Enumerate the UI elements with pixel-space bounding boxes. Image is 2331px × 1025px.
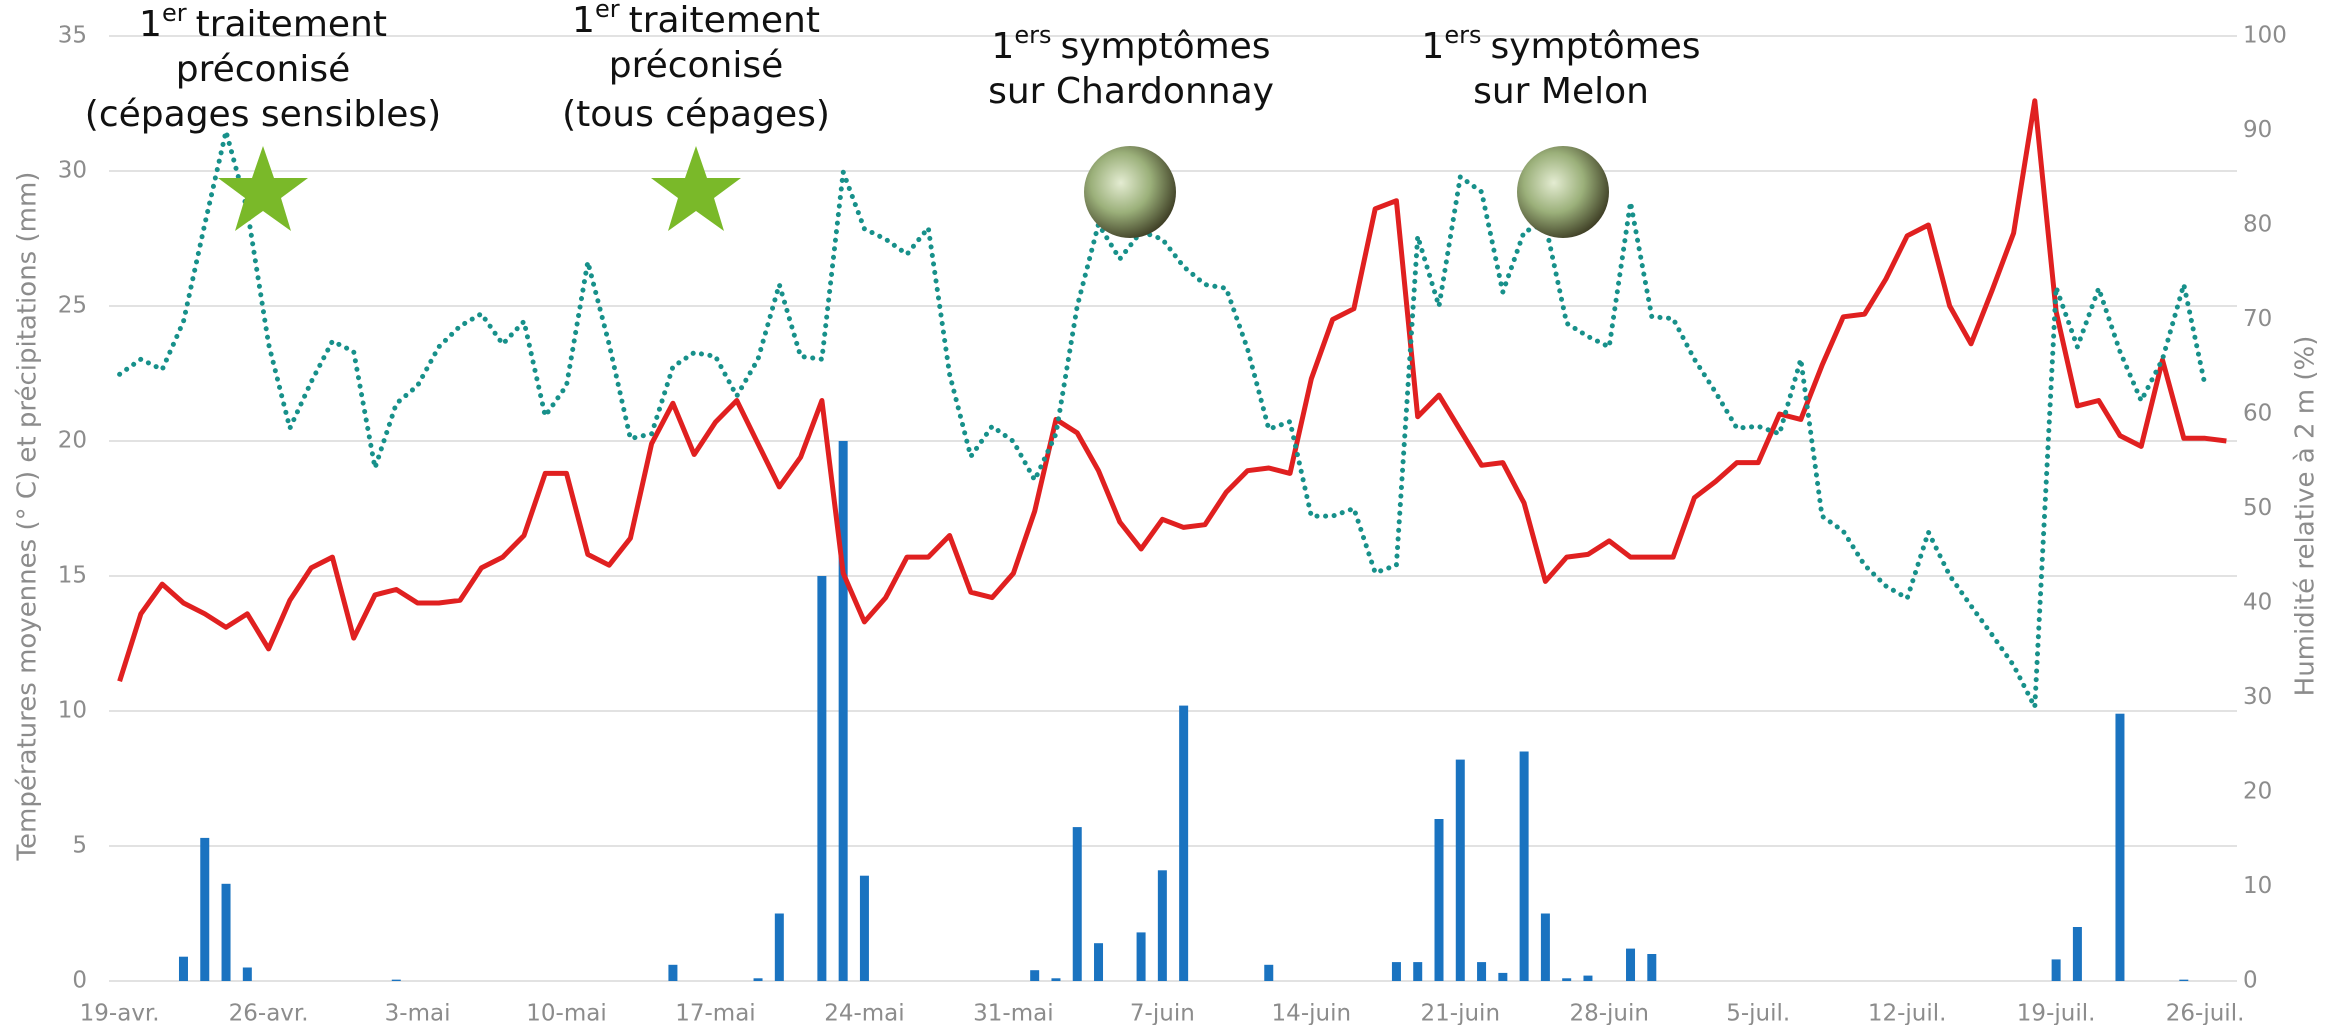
- bar: [817, 576, 826, 981]
- x-tick-label: 7-juin: [1130, 1001, 1195, 1025]
- y2-tick-label: 50: [2243, 495, 2272, 521]
- y2-tick-label: 0: [2243, 968, 2258, 994]
- bar: [1073, 827, 1082, 981]
- annotation: 1er traitement: [572, 0, 820, 41]
- x-tick-label: 26-avr.: [229, 1001, 309, 1025]
- y-tick-label: 0: [72, 968, 87, 994]
- x-tick-label: 26-juil.: [2166, 1001, 2245, 1025]
- bar: [1435, 819, 1444, 981]
- annotation-superscript: er: [595, 0, 620, 23]
- bar: [839, 441, 848, 981]
- y2-tick-label: 80: [2243, 212, 2272, 238]
- y-axis-title: Températures moyennes (° C) et précipita…: [13, 172, 43, 862]
- y-tick-label: 20: [58, 428, 87, 454]
- annotation-number: 1: [139, 4, 162, 45]
- y2-tick-label: 100: [2243, 23, 2287, 49]
- y2-tick-label: 30: [2243, 684, 2272, 710]
- bar: [2073, 927, 2082, 981]
- grape-icon: [1084, 146, 1176, 238]
- annotation: 1ers symptômes: [991, 21, 1270, 67]
- y-tick-label: 35: [58, 23, 87, 49]
- y-tick-label: 30: [58, 158, 87, 184]
- bar: [1392, 962, 1401, 981]
- x-tick-label: 21-juin: [1421, 1001, 1501, 1025]
- y-tick-label: 15: [58, 563, 87, 589]
- bar: [860, 876, 869, 981]
- bar: [2115, 714, 2124, 981]
- grape-icon: [1517, 146, 1609, 238]
- bar: [1158, 870, 1167, 981]
- bar: [1094, 943, 1103, 981]
- bar: [392, 980, 401, 981]
- annotation: sur Melon: [1473, 71, 1649, 112]
- star-icon: [651, 146, 741, 231]
- bar: [668, 965, 677, 981]
- bar: [2052, 959, 2061, 981]
- y-tick-label: 5: [72, 833, 87, 859]
- bar: [200, 838, 209, 981]
- bar: [775, 914, 784, 982]
- y2-tick-label: 60: [2243, 401, 2272, 427]
- bar: [1030, 970, 1039, 981]
- x-tick-label: 28-juin: [1569, 1001, 1649, 1025]
- annotation: préconisé: [176, 49, 351, 90]
- annotation: 1ers symptômes: [1421, 21, 1700, 67]
- y2-axis-title: Humidité relative à 2 m (%): [2291, 336, 2321, 697]
- bar: [1626, 949, 1635, 981]
- x-tick-label: 31-mai: [973, 1001, 1053, 1025]
- annotation-number: 1: [1421, 26, 1444, 67]
- bar: [1137, 932, 1146, 981]
- y-tick-label: 10: [58, 698, 87, 724]
- bar: [1541, 914, 1550, 982]
- annotation: sur Chardonnay: [988, 71, 1274, 112]
- y2-tick-label: 40: [2243, 590, 2272, 616]
- chart: Températures moyennes (° C) et précipita…: [0, 0, 2331, 1025]
- y-tick-label: 25: [58, 293, 87, 319]
- annotation-text: traitement: [196, 4, 387, 45]
- x-tick-label: 19-juil.: [2017, 1001, 2096, 1025]
- annotation: 1er traitement: [139, 0, 387, 45]
- annotation: (tous cépages): [562, 94, 830, 135]
- y2-tick-label: 10: [2243, 873, 2272, 899]
- bar: [1498, 973, 1507, 981]
- x-tick-label: 14-juin: [1272, 1001, 1352, 1025]
- annotation-text: symptômes: [1060, 26, 1270, 67]
- star-icon: [218, 146, 308, 231]
- bar: [179, 957, 188, 981]
- annotation-number: 1: [991, 26, 1014, 67]
- annotation-text: traitement: [629, 0, 820, 41]
- x-tick-label: 5-juil.: [1726, 1001, 1790, 1025]
- y2-tick-label: 70: [2243, 306, 2272, 332]
- x-tick-label: 10-mai: [526, 1001, 606, 1025]
- bar: [1562, 978, 1571, 981]
- bar: [222, 884, 231, 981]
- bar: [243, 968, 252, 982]
- bar: [754, 978, 763, 981]
- bar: [1647, 954, 1656, 981]
- annotation-text: symptômes: [1490, 26, 1700, 67]
- annotation: (cépages sensibles): [85, 94, 441, 135]
- bar: [1413, 962, 1422, 981]
- annotation-superscript: ers: [1014, 21, 1051, 49]
- bar: [2179, 980, 2188, 981]
- annotation-number: 1: [572, 0, 595, 41]
- bar: [1456, 760, 1465, 981]
- x-tick-label: 12-juil.: [1868, 1001, 1947, 1025]
- x-tick-label: 3-mai: [385, 1001, 451, 1025]
- annotation-superscript: er: [162, 0, 187, 27]
- bar: [1051, 978, 1060, 981]
- annotation: préconisé: [609, 45, 784, 86]
- annotation-superscript: ers: [1444, 21, 1481, 49]
- x-tick-label: 19-avr.: [80, 1001, 160, 1025]
- bar: [1477, 962, 1486, 981]
- x-tick-label: 24-mai: [824, 1001, 904, 1025]
- y2-tick-label: 90: [2243, 117, 2272, 143]
- bar: [1179, 706, 1188, 981]
- bar: [1264, 965, 1273, 981]
- bar: [1520, 752, 1529, 982]
- x-tick-label: 17-mai: [675, 1001, 755, 1025]
- y2-tick-label: 20: [2243, 779, 2272, 805]
- bar: [1583, 976, 1592, 981]
